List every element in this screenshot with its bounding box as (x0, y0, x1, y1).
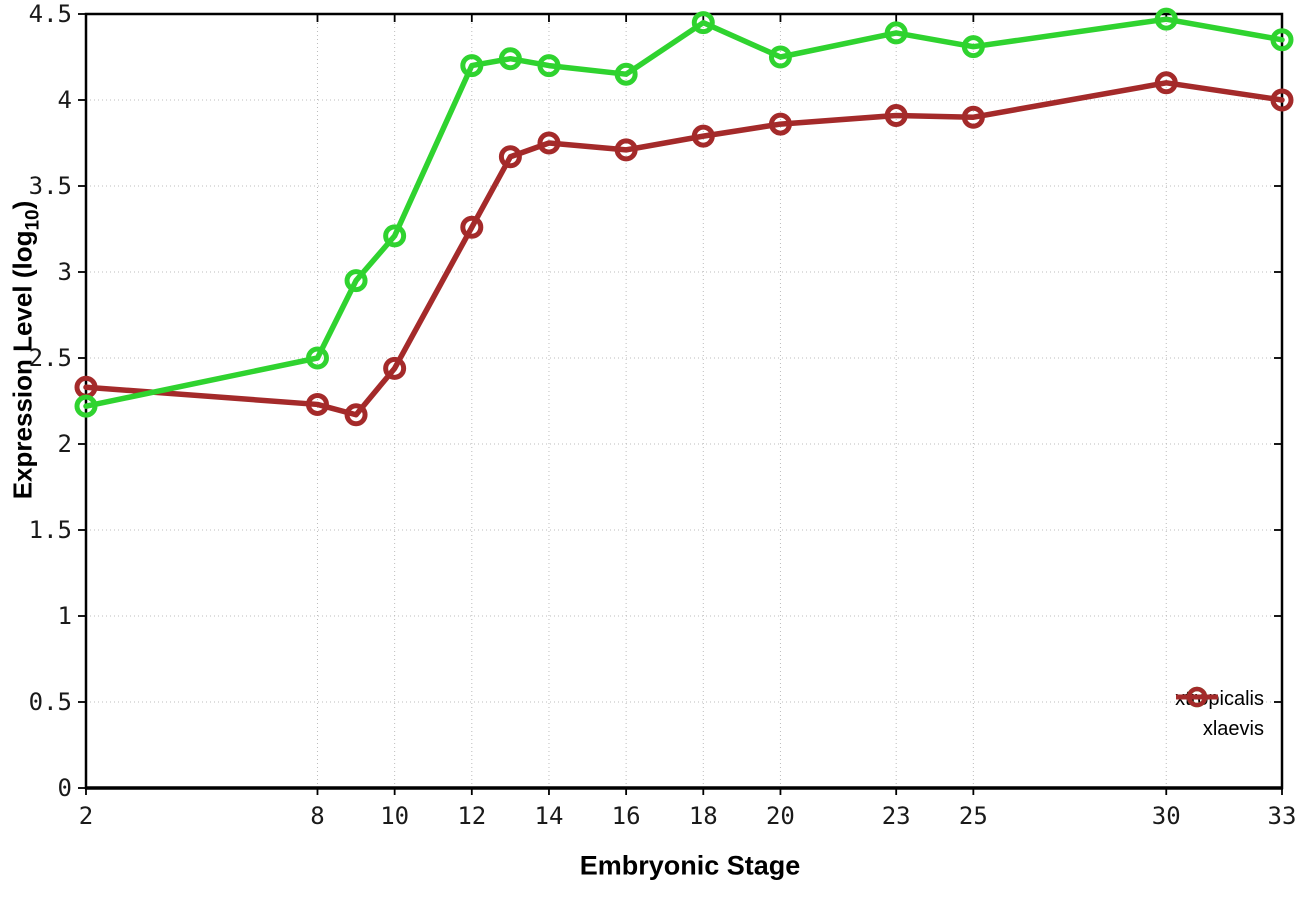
legend: xtropicalis xlaevis (1175, 684, 1264, 744)
svg-text:3.5: 3.5 (29, 172, 72, 200)
svg-text:16: 16 (612, 802, 641, 830)
svg-text:12: 12 (457, 802, 486, 830)
svg-text:33: 33 (1268, 802, 1296, 830)
svg-text:2: 2 (79, 802, 93, 830)
svg-text:10: 10 (380, 802, 409, 830)
y-axis-title-subscript: 10 (22, 209, 44, 231)
svg-text:2.5: 2.5 (29, 344, 72, 372)
svg-text:14: 14 (535, 802, 564, 830)
x-axis-title: Embryonic Stage (579, 850, 801, 881)
y-axis-title-main: Expression Level (log (7, 230, 38, 500)
svg-text:20: 20 (766, 802, 795, 830)
svg-text:4.5: 4.5 (29, 0, 72, 28)
svg-text:8: 8 (310, 802, 324, 830)
svg-text:1: 1 (58, 602, 72, 630)
svg-text:30: 30 (1152, 802, 1181, 830)
svg-text:1.5: 1.5 (29, 516, 72, 544)
svg-text:2: 2 (58, 430, 72, 458)
svg-text:23: 23 (882, 802, 911, 830)
legend-label-xlaevis: xlaevis (1202, 717, 1264, 740)
svg-text:25: 25 (959, 802, 988, 830)
svg-text:18: 18 (689, 802, 718, 830)
legend-item-xlaevis: xlaevis (1175, 686, 1264, 744)
legend-line-marker-icon (1176, 686, 1219, 708)
svg-text:0.5: 0.5 (29, 688, 72, 716)
svg-text:4: 4 (58, 86, 72, 114)
y-axis-title: Expression Level (log10) (8, 201, 45, 500)
svg-text:0: 0 (58, 774, 72, 802)
y-axis-title-end: ) (7, 200, 38, 210)
svg-text:3: 3 (58, 258, 72, 286)
